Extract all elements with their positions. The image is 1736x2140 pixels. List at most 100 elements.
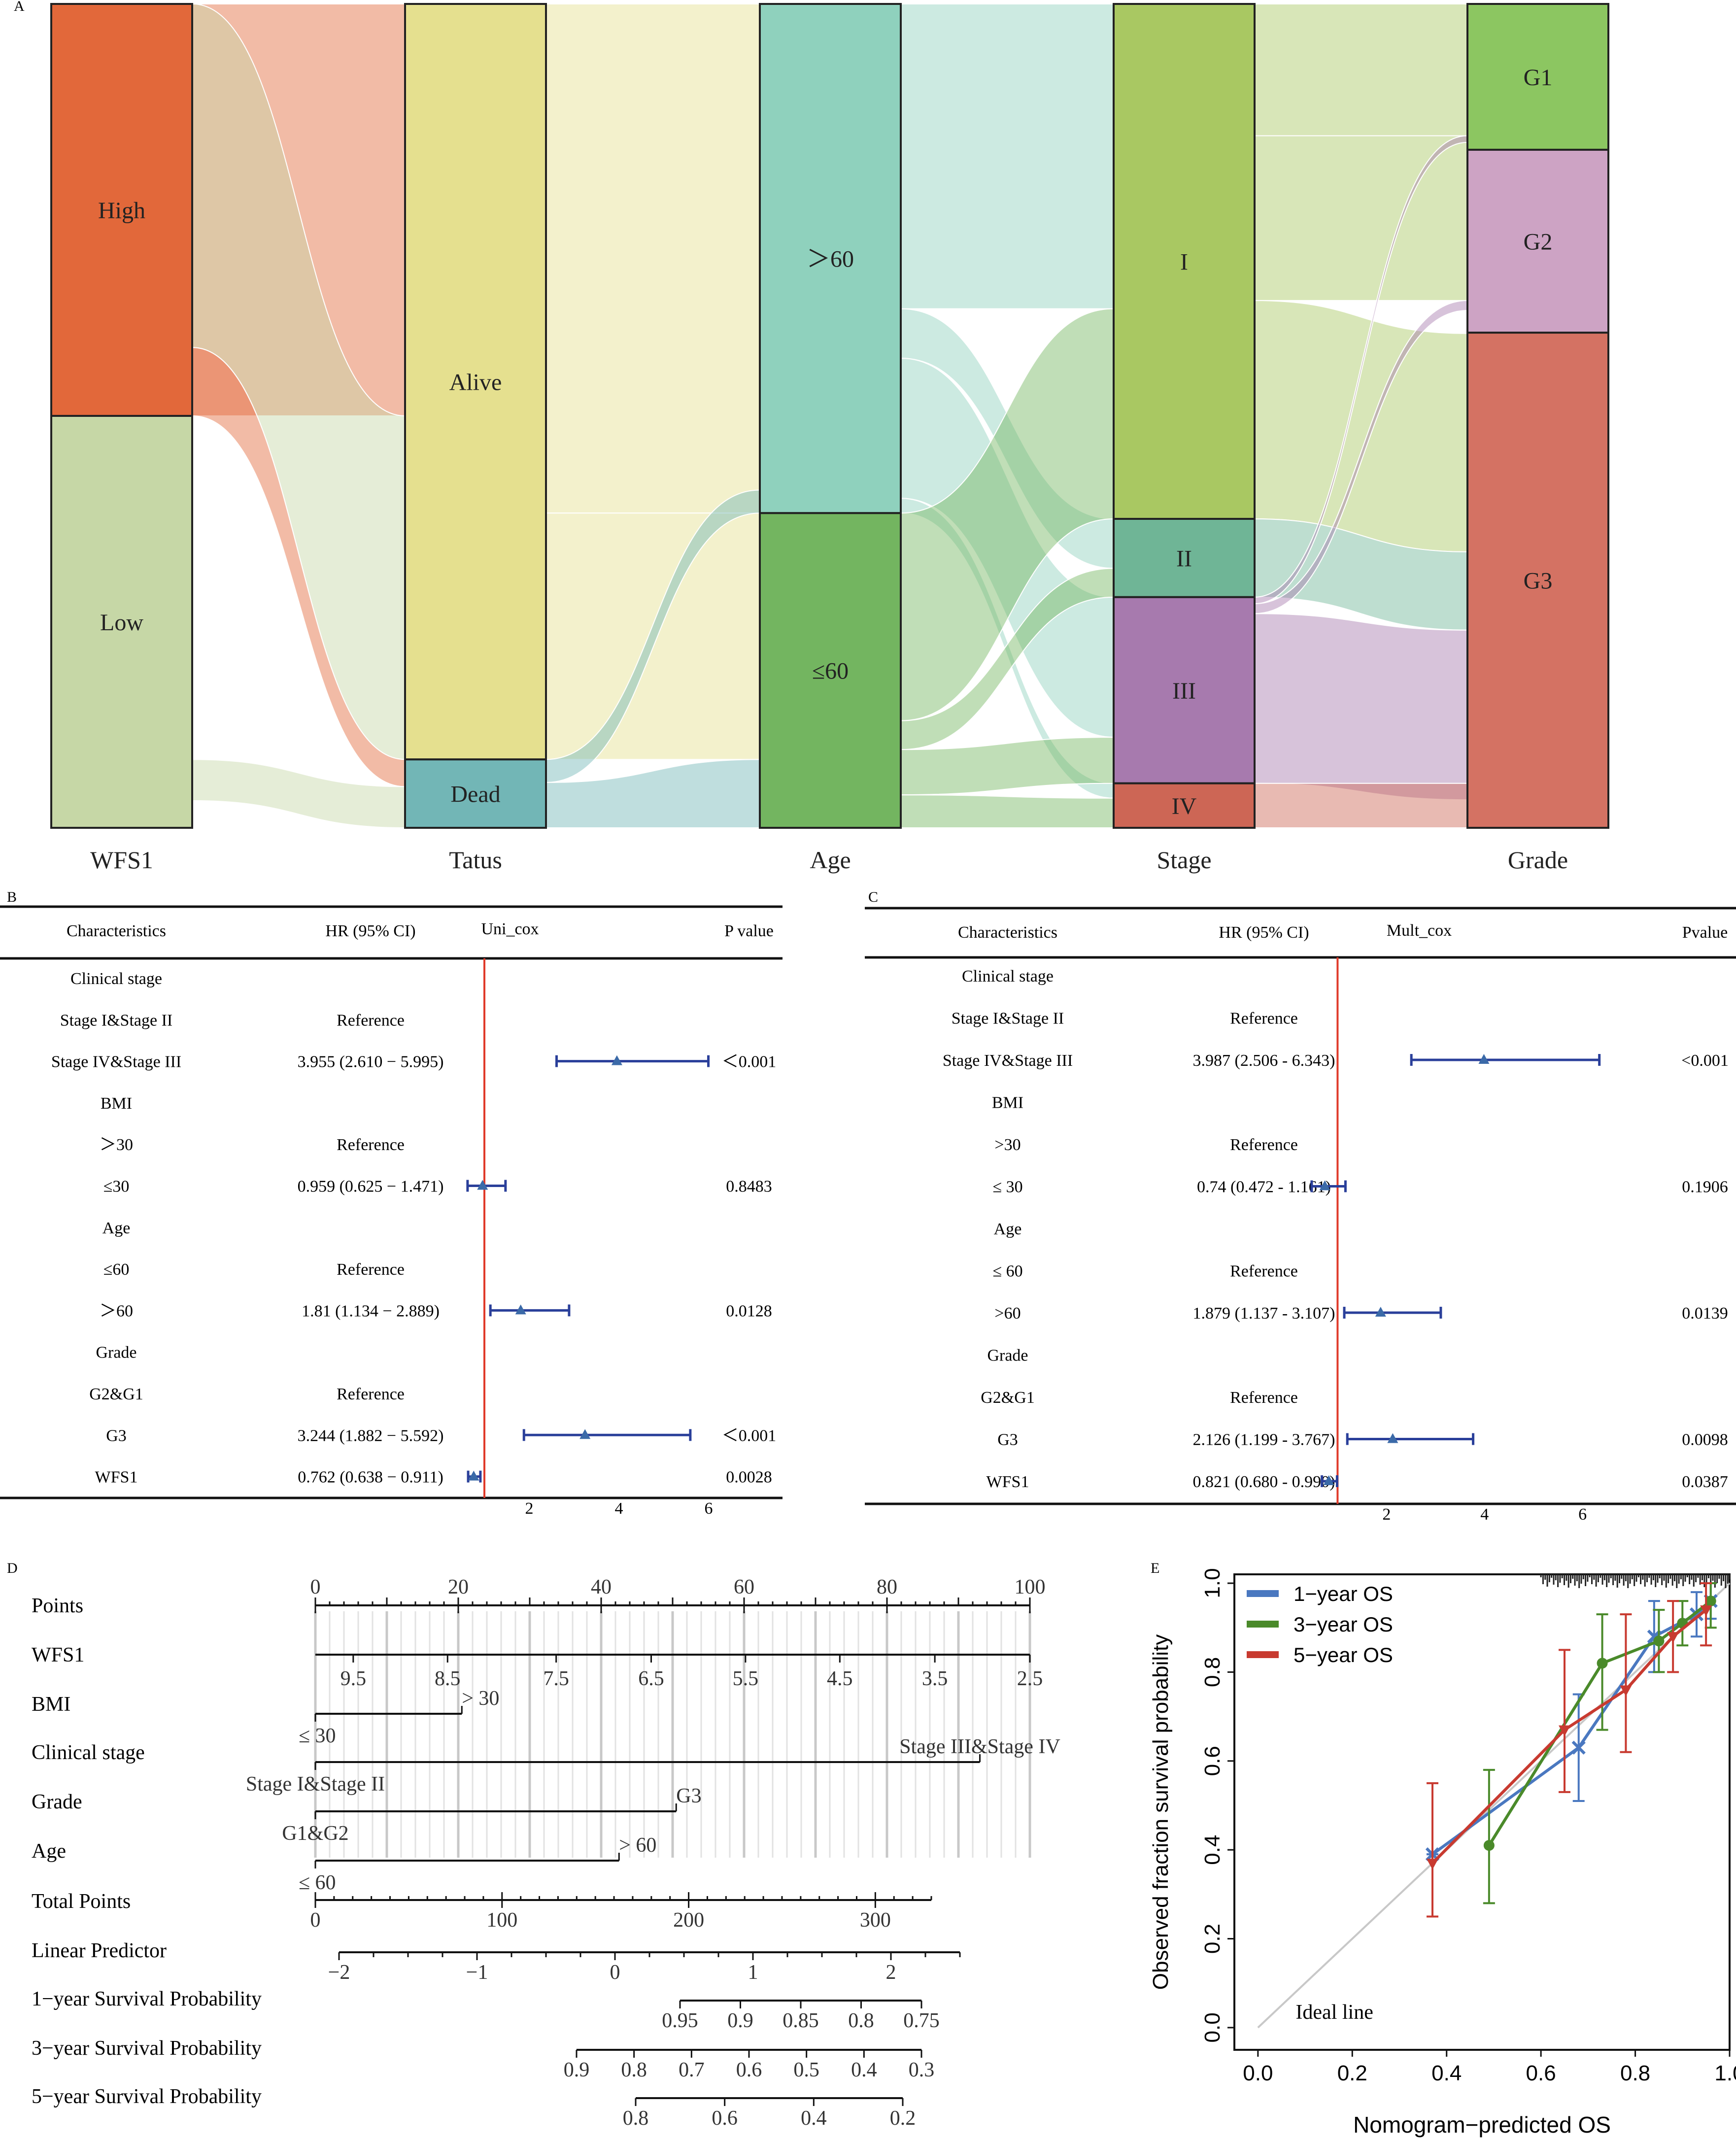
sankey-node-label-1: ≤60 xyxy=(812,658,849,684)
sankey-node-grade-1 xyxy=(1466,148,1609,334)
calibration-line-3-year-os xyxy=(1488,1599,1712,1846)
sankey-node-grade-2 xyxy=(1466,332,1609,829)
nomogram-tick-label: 0.75 xyxy=(903,2009,940,2032)
nomogram-tick-label: 4.5 xyxy=(827,1667,853,1690)
forest-row-label: >60 xyxy=(994,1304,1021,1323)
forest-row-p: 0.8483 xyxy=(726,1178,772,1196)
forest-row-label: >30 xyxy=(994,1136,1021,1154)
nomogram-tick-label: 100 xyxy=(1015,1576,1046,1598)
forest-row-hr: 0.959 (0.625 − 1.471) xyxy=(298,1178,444,1196)
panel-c-forest-mult: C Characteristics HR (95% CI) Mult_cox Pval… xyxy=(865,889,1736,1524)
forest-point-estimate xyxy=(1478,1054,1490,1064)
nomogram-tick-label: 0.6 xyxy=(712,2107,738,2130)
nomogram-tick-label: 5.5 xyxy=(733,1667,759,1690)
nomogram-tick-label: 0.5 xyxy=(793,2059,819,2081)
forest-row-label: G2&G1 xyxy=(89,1385,143,1403)
calibration-y-tick-label: 0.8 xyxy=(1200,1657,1225,1687)
nomogram-level-low: ≤ 30 xyxy=(299,1725,336,1747)
calibration-legend-label: 5−year OS xyxy=(1293,1643,1393,1666)
nomogram-tick-label: 40 xyxy=(591,1576,612,1598)
calibration-point xyxy=(1667,1632,1679,1643)
calibration-legend-label: 3−year OS xyxy=(1293,1613,1393,1636)
nomogram-tick-label: 0 xyxy=(310,1909,321,1932)
forest-x-tick-label: 4 xyxy=(1480,1505,1489,1524)
forest-header-p: Pvalue xyxy=(1682,923,1728,942)
forest-row-p: 0.0387 xyxy=(1682,1473,1728,1491)
forest-row-label: WFS1 xyxy=(95,1468,138,1487)
forest-row-p: 0.0098 xyxy=(1682,1431,1728,1449)
nomogram-tick-label: −2 xyxy=(328,1961,350,1984)
nomogram-tick-label: 0.6 xyxy=(736,2059,762,2081)
sankey-flow-3-6 xyxy=(1254,613,1468,801)
forest-header-characteristics: Characteristics xyxy=(958,923,1057,942)
forest-row-label: BMI xyxy=(992,1094,1023,1112)
forest-header-method: Mult_cox xyxy=(1387,921,1452,940)
nomogram-level-high: > 30 xyxy=(462,1687,499,1710)
sankey-node-label-0: ＞60 xyxy=(807,246,854,272)
nomogram-tick-label: 300 xyxy=(860,1909,891,1932)
forest-point-estimate xyxy=(1319,1180,1330,1190)
forest-row-label: Stage I&Stage II xyxy=(60,1011,173,1029)
calibration-point xyxy=(1620,1685,1632,1697)
sankey-node-label-0: I xyxy=(1180,249,1188,275)
forest-row-hr: 3.955 (2.610 − 5.995) xyxy=(298,1053,444,1071)
forest-point-estimate xyxy=(1387,1433,1398,1443)
forest-row-label: Stage IV&Stage III xyxy=(51,1053,181,1071)
forest-x-tick-label: 6 xyxy=(1578,1505,1587,1524)
nomogram-tick-label: 200 xyxy=(673,1909,704,1932)
nomogram-tick-label: 0 xyxy=(310,1576,321,1598)
forest-header-hr: HR (95% CI) xyxy=(325,922,415,940)
calibration-point xyxy=(1597,1658,1608,1669)
forest-point-estimate xyxy=(579,1429,591,1439)
forest-point-estimate xyxy=(477,1180,488,1190)
forest-row-hr: Reference xyxy=(337,1011,405,1029)
sankey-flow-3-2 xyxy=(1254,300,1468,552)
calibration-x-tick-label: 1.0 xyxy=(1714,2061,1736,2085)
forest-row-hr: 1.879 (1.137 - 3.107) xyxy=(1193,1304,1335,1323)
nomogram-level-low: ≤ 60 xyxy=(299,1871,336,1894)
sankey-node-grade-0 xyxy=(1466,3,1609,151)
nomogram-tick-label: −1 xyxy=(466,1961,488,1984)
forest-row-hr: Reference xyxy=(337,1136,405,1154)
nomogram-tick-label: 0.3 xyxy=(909,2059,935,2081)
forest-header-characteristics: Characteristics xyxy=(67,922,166,940)
forest-row-p: 0.0128 xyxy=(726,1302,772,1320)
forest-row-hr: Reference xyxy=(1230,1389,1298,1407)
sankey-flow-1-0 xyxy=(545,3,760,514)
calibration-point xyxy=(1653,1635,1665,1647)
forest-point-estimate xyxy=(1323,1475,1334,1485)
forest-row-hr: 3.244 (1.882 − 5.592) xyxy=(298,1427,444,1445)
sankey-flow-3-0 xyxy=(1254,3,1468,136)
sankey-node-label-2: G3 xyxy=(1524,568,1553,594)
sankey-node-label-0: G1 xyxy=(1524,65,1553,91)
forest-row-label: Clinical stage xyxy=(962,967,1054,985)
panel-e-label: E xyxy=(1151,1560,1159,1576)
nomogram-tick-label: 0.9 xyxy=(727,2009,753,2032)
sankey-node-stage-3 xyxy=(1113,782,1256,829)
sankey-node-wfs1-0 xyxy=(50,3,193,417)
panel-a-label: A xyxy=(14,0,25,14)
nomogram-level-high: > 60 xyxy=(619,1834,656,1857)
panel-d-label: D xyxy=(7,1560,18,1576)
forest-row-label: BMI xyxy=(101,1094,132,1113)
forest-row-label: ＞60 xyxy=(100,1302,133,1320)
nomogram-tick-label: 8.5 xyxy=(435,1667,461,1690)
sankey-flow-3-1 xyxy=(1254,135,1468,301)
nomogram-tick-label: 0.8 xyxy=(623,2107,649,2130)
calibration-y-tick-label: 0.6 xyxy=(1200,1746,1225,1776)
forest-row-hr: 3.987 (2.506 - 6.343) xyxy=(1193,1052,1335,1070)
nomogram-tick-label: 0.2 xyxy=(890,2107,916,2130)
nomogram-level-low: Stage I&Stage II xyxy=(246,1773,385,1796)
sankey-node-age-0 xyxy=(759,3,902,514)
calibration-point xyxy=(1559,1725,1570,1736)
calibration-x-tick-label: 0.6 xyxy=(1526,2061,1556,2085)
nomogram-row-label-1-year-survival-probability: 1−year Survival Probability xyxy=(32,1988,262,2010)
panel-e-calibration: E Ideal line 0.0 0.2 0.4 0.6 0.8 1.0 0.0 0.2 0.4 0… xyxy=(1149,1560,1736,2138)
forest-row-hr: Reference xyxy=(1230,1136,1298,1154)
forest-row-p: 0.0028 xyxy=(726,1468,772,1487)
sankey-node-label-0: High xyxy=(98,198,145,224)
forest-row-label: ≤30 xyxy=(103,1178,130,1196)
nomogram-tick-label: 1 xyxy=(748,1961,758,1984)
forest-row-hr: 1.81 (1.134 − 2.889) xyxy=(302,1302,440,1320)
panel-b-label: B xyxy=(7,889,17,905)
